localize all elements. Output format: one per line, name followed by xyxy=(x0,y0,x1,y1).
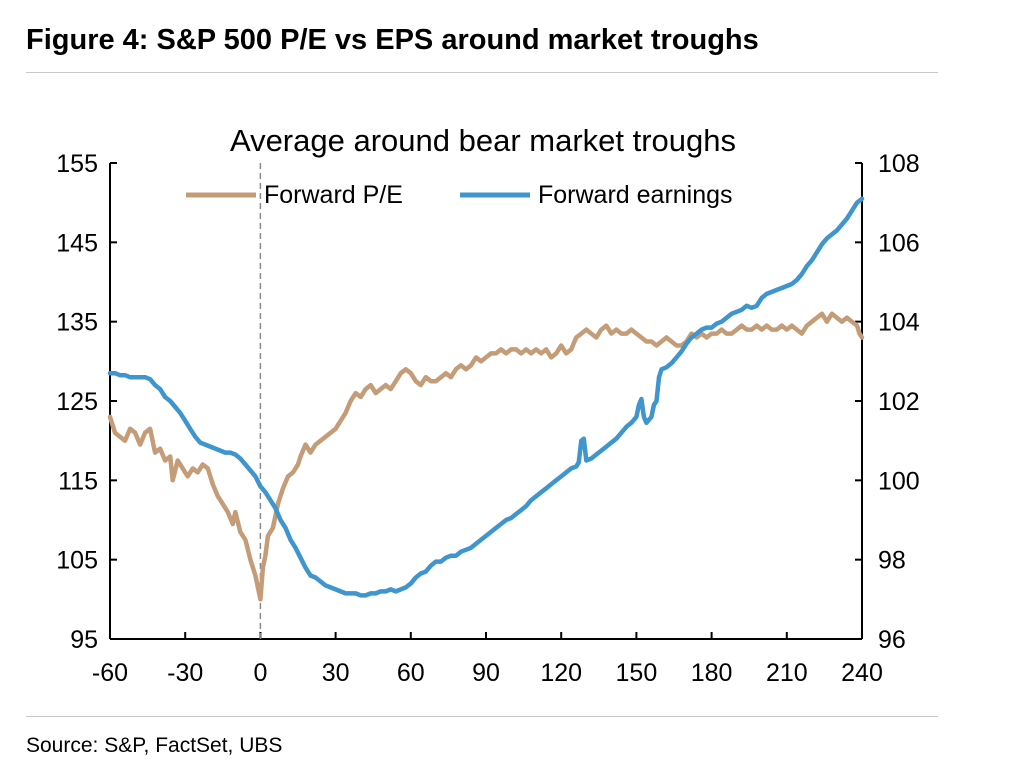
series-lines xyxy=(107,196,865,602)
x-tick-label: 240 xyxy=(841,659,883,687)
y-left-tick-label: 95 xyxy=(70,626,98,654)
source-divider xyxy=(26,716,938,717)
source-note: Source: S&P, FactSet, UBS xyxy=(26,734,283,757)
x-tick-label: 90 xyxy=(472,659,500,687)
chart-title: Average around bear market troughs xyxy=(230,123,736,158)
legend: Forward P/E Forward earnings xyxy=(186,181,733,209)
x-tick-label: 0 xyxy=(253,659,267,687)
x-tick-label: 120 xyxy=(540,659,582,687)
x-tick-label: 180 xyxy=(691,659,733,687)
y-right-tick-label: 102 xyxy=(878,388,920,416)
figure-title: Figure 4: S&P 500 P/E vs EPS around mark… xyxy=(26,24,759,56)
title-divider xyxy=(26,72,938,73)
y-left-tick-label: 145 xyxy=(56,229,98,257)
y-right-tick-label: 108 xyxy=(878,150,920,178)
axes: 95 105 115 125 135 145 155 96 98 100 102 104 106 108 -… xyxy=(56,150,920,687)
series-line-forward-earnings xyxy=(107,196,865,598)
x-tick-label: 60 xyxy=(397,659,425,687)
y-right-tick-label: 100 xyxy=(878,467,920,495)
x-tick-label: -30 xyxy=(167,659,203,687)
y-right-tick-label: 106 xyxy=(878,229,920,257)
y-left-tick-label: 115 xyxy=(58,467,98,495)
x-tick-label: -60 xyxy=(92,659,128,687)
x-tick-label: 150 xyxy=(616,659,658,687)
x-tick-label: 30 xyxy=(322,659,350,687)
y-left-tick-label: 125 xyxy=(56,388,98,416)
y-right-tick-label: 96 xyxy=(878,626,906,654)
y-left-tick-label: 135 xyxy=(56,309,98,337)
y-right-tick-label: 98 xyxy=(878,547,906,575)
series-line-forward-pe xyxy=(107,311,865,602)
y-left-tick-label: 105 xyxy=(56,547,98,575)
y-right-tick-label: 104 xyxy=(878,309,920,337)
x-tick-label: 210 xyxy=(766,659,808,687)
legend-label-forward-earnings: Forward earnings xyxy=(538,181,733,209)
legend-label-forward-pe: Forward P/E xyxy=(264,181,403,209)
y-left-tick-label: 155 xyxy=(56,150,98,178)
